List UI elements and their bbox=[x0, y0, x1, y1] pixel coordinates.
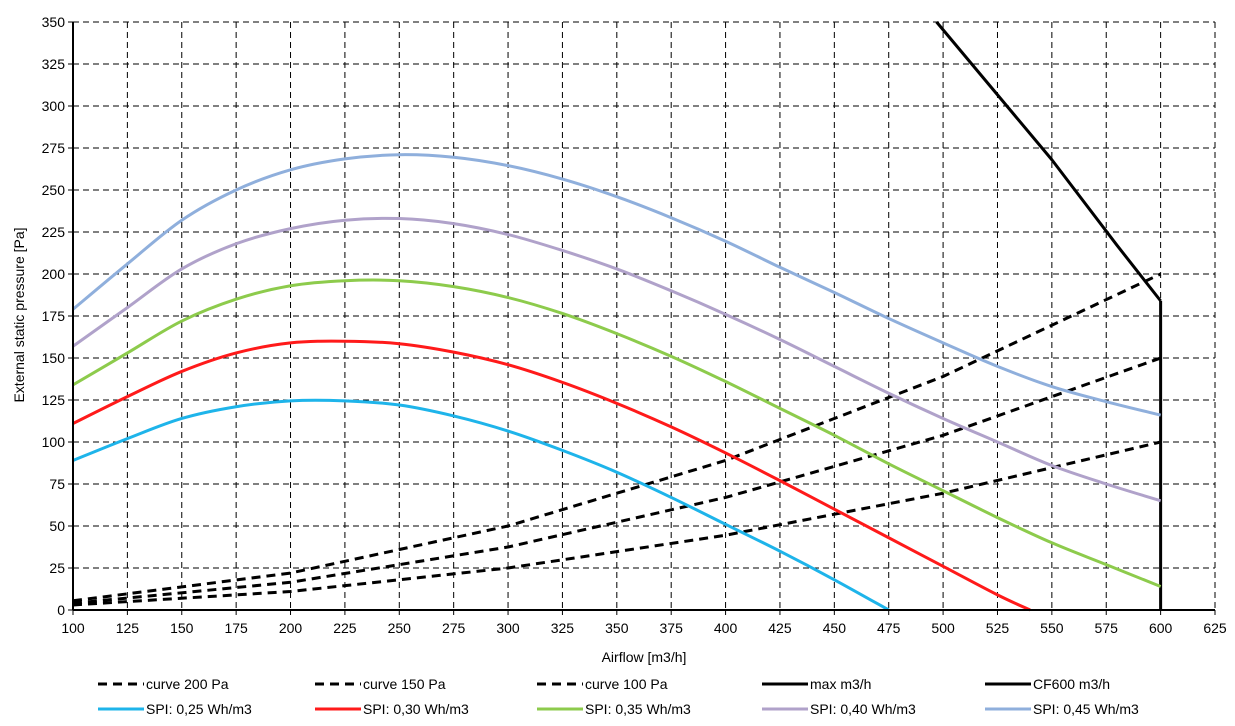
legend-item-spi-0-25-wh-m3: SPI: 0,25 Wh/m3 bbox=[98, 701, 252, 717]
y-tick-label: 325 bbox=[42, 56, 66, 72]
legend-label: curve 150 Pa bbox=[363, 676, 446, 692]
x-tick-label: 450 bbox=[823, 620, 847, 636]
x-axis-title: Airflow [m3/h] bbox=[602, 649, 687, 665]
legend-label: curve 200 Pa bbox=[146, 676, 229, 692]
y-tick-label: 75 bbox=[49, 476, 65, 492]
y-tick-label: 200 bbox=[42, 266, 66, 282]
legend-label: SPI: 0,40 Wh/m3 bbox=[810, 701, 916, 717]
axes bbox=[68, 21, 1216, 615]
x-tick-label: 250 bbox=[388, 620, 412, 636]
x-tick-label: 500 bbox=[931, 620, 955, 636]
x-tick-label: 150 bbox=[170, 620, 194, 636]
series-line-spi-0-25-wh-m3 bbox=[72, 398, 890, 612]
legend-item-spi-0-40-wh-m3: SPI: 0,40 Wh/m3 bbox=[762, 701, 916, 717]
legend-label: SPI: 0,25 Wh/m3 bbox=[146, 701, 252, 717]
legend-item-max-m3-h: max m3/h bbox=[762, 676, 871, 692]
y-tick-label: 300 bbox=[42, 98, 66, 114]
y-tick-label: 350 bbox=[42, 14, 66, 30]
legend-item-cf600-m3-h: CF600 m3/h bbox=[985, 676, 1110, 692]
series-line-spi-0-35-wh-m3 bbox=[72, 278, 1162, 588]
x-tick-label: 125 bbox=[116, 620, 140, 636]
series-line-curve-200-pa bbox=[72, 272, 1162, 603]
y-axis-title: External static pressure [Pa] bbox=[11, 227, 27, 402]
y-tick-label: 125 bbox=[42, 392, 66, 408]
legend-item-spi-0-45-wh-m3: SPI: 0,45 Wh/m3 bbox=[985, 701, 1139, 717]
series-line-spi-0-40-wh-m3 bbox=[72, 216, 1162, 503]
series-line-curve-150-pa bbox=[72, 356, 1162, 605]
series-line-spi-0-45-wh-m3 bbox=[72, 153, 1161, 417]
legend-label: max m3/h bbox=[810, 676, 871, 692]
legend-label: CF600 m3/h bbox=[1033, 676, 1110, 692]
legend-item-spi-0-35-wh-m3: SPI: 0,35 Wh/m3 bbox=[537, 701, 691, 717]
x-tick-label: 425 bbox=[768, 620, 792, 636]
x-tick-label: 300 bbox=[496, 620, 520, 636]
x-tick-label: 200 bbox=[279, 620, 303, 636]
grid bbox=[73, 21, 1216, 610]
x-tick-label: 275 bbox=[442, 620, 466, 636]
legend-label: SPI: 0,30 Wh/m3 bbox=[363, 701, 469, 717]
y-tick-label: 25 bbox=[49, 560, 65, 576]
x-tick-label: 550 bbox=[1040, 620, 1064, 636]
legend-item-curve-100-pa: curve 100 Pa bbox=[537, 676, 668, 692]
x-tick-label: 525 bbox=[986, 620, 1010, 636]
x-tick-label: 100 bbox=[61, 620, 85, 636]
legend-label: SPI: 0,45 Wh/m3 bbox=[1033, 701, 1139, 717]
series-line-cf600-m3-h bbox=[935, 21, 1162, 302]
y-tick-label: 100 bbox=[42, 434, 66, 450]
legend: curve 200 Pa curve 150 Pa curve 100 Pa max … bbox=[98, 676, 1139, 717]
x-tick-label: 375 bbox=[660, 620, 684, 636]
legend-item-curve-200-pa: curve 200 Pa bbox=[98, 676, 229, 692]
legend-item-spi-0-30-wh-m3: SPI: 0,30 Wh/m3 bbox=[315, 701, 469, 717]
y-tick-label: 275 bbox=[42, 140, 66, 156]
y-tick-label: 175 bbox=[42, 308, 66, 324]
y-tick-label: 150 bbox=[42, 350, 66, 366]
y-tick-label: 250 bbox=[42, 182, 66, 198]
y-tick-label: 0 bbox=[57, 602, 65, 618]
x-tick-label: 175 bbox=[224, 620, 248, 636]
series-line-spi-0-30-wh-m3 bbox=[72, 339, 1031, 612]
x-tick-label: 600 bbox=[1149, 620, 1173, 636]
legend-label: SPI: 0,35 Wh/m3 bbox=[585, 701, 691, 717]
legend-item-curve-150-pa: curve 150 Pa bbox=[315, 676, 446, 692]
series-line-curve-100-pa bbox=[72, 440, 1161, 607]
x-tick-label: 475 bbox=[877, 620, 901, 636]
x-tick-label: 325 bbox=[551, 620, 575, 636]
tick-labels: 100 125 150 175 200 225 250 275 300 325 350 375 400 4… bbox=[42, 14, 1227, 636]
x-tick-label: 400 bbox=[714, 620, 738, 636]
x-tick-label: 350 bbox=[605, 620, 629, 636]
y-tick-label: 225 bbox=[42, 224, 66, 240]
x-tick-label: 625 bbox=[1203, 620, 1227, 636]
x-tick-label: 575 bbox=[1095, 620, 1119, 636]
y-tick-label: 50 bbox=[49, 518, 65, 534]
legend-label: curve 100 Pa bbox=[585, 676, 668, 692]
x-tick-label: 225 bbox=[333, 620, 357, 636]
series-lines bbox=[72, 21, 1163, 612]
